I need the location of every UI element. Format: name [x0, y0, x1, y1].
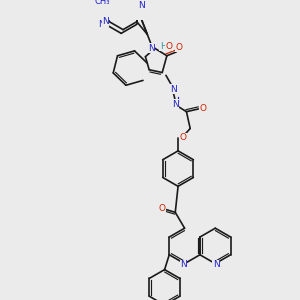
Text: N: N — [213, 260, 220, 269]
Text: N: N — [180, 260, 187, 269]
Text: O: O — [159, 204, 166, 213]
Text: O: O — [165, 42, 172, 51]
Text: N: N — [170, 85, 177, 94]
Text: N: N — [138, 1, 145, 10]
Text: N: N — [102, 17, 109, 26]
Text: O: O — [176, 43, 182, 52]
Text: O: O — [200, 104, 207, 113]
Text: N: N — [172, 100, 178, 109]
Text: H: H — [160, 42, 166, 51]
Text: N: N — [148, 44, 154, 53]
Text: CH₃: CH₃ — [94, 0, 110, 6]
Text: N: N — [98, 20, 104, 29]
Text: O: O — [179, 133, 186, 142]
Text: N: N — [138, 2, 145, 11]
